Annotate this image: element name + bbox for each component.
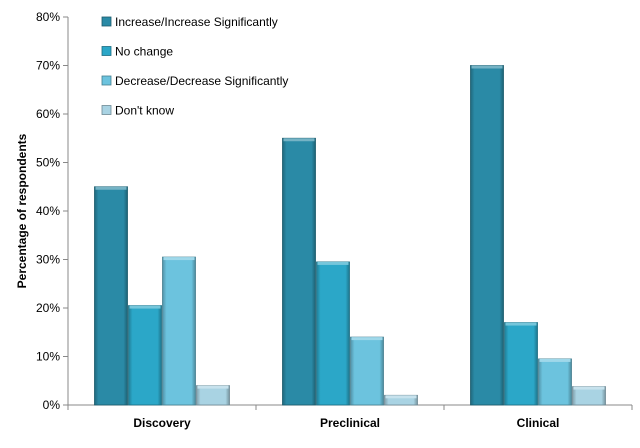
bar-highlight (471, 65, 503, 69)
x-ticks: Discovery Preclinical Clinical (67, 405, 633, 430)
y-tick-label: 30% (36, 253, 60, 267)
bar-highlight (539, 358, 571, 362)
y-tick-label: 20% (36, 301, 60, 315)
bar (282, 137, 316, 406)
bar (316, 261, 350, 406)
bar-body (470, 65, 504, 406)
bar-body (162, 256, 196, 406)
x-category-label: Clinical (517, 416, 560, 430)
legend: Increase/Increase Significantly No change… (101, 15, 288, 118)
bar (572, 386, 606, 406)
bar (504, 322, 538, 406)
bar-body (94, 186, 128, 406)
legend-label: No change (115, 45, 173, 59)
y-tick-label: 10% (36, 350, 60, 364)
bar (162, 256, 196, 406)
x-category-label: Preclinical (320, 416, 380, 430)
bar (350, 336, 384, 406)
legend-swatch (101, 16, 112, 27)
bar-highlight (351, 337, 383, 341)
bar (538, 358, 572, 406)
y-tick-label: 0% (43, 398, 61, 412)
bar-body (282, 137, 316, 406)
bar-body (128, 305, 162, 406)
bar (94, 186, 128, 406)
bar-body (316, 261, 350, 406)
y-ticks: 0% 10% 20% 30% 40% 50% 60% 70% 80% (36, 10, 68, 412)
bar-body (538, 358, 572, 406)
legend-swatch (101, 46, 112, 56)
y-axis-title: Percentage of respondents (15, 133, 29, 288)
bar-highlight (129, 305, 161, 309)
bar-highlight (385, 395, 417, 399)
legend-label: Don't know (115, 104, 174, 118)
bar (128, 305, 162, 406)
bar-highlight (163, 257, 195, 261)
bars (94, 65, 606, 406)
legend-item: Increase/Increase Significantly (101, 15, 278, 29)
y-tick-label: 40% (36, 204, 60, 218)
legend-label: Increase/Increase Significantly (115, 15, 278, 29)
bar-highlight (317, 261, 349, 265)
legend-item: No change (101, 45, 173, 59)
legend-swatch (101, 105, 112, 115)
bar-highlight (197, 385, 229, 389)
bar (470, 65, 504, 406)
x-category-label: Discovery (133, 416, 191, 430)
legend-label: Decrease/Decrease Significantly (115, 74, 288, 88)
y-tick-label: 70% (36, 59, 60, 73)
legend-item: Decrease/Decrease Significantly (101, 74, 288, 88)
bar-highlight (283, 138, 315, 142)
y-tick-label: 60% (36, 107, 60, 121)
y-tick-label: 50% (36, 156, 60, 170)
bar (384, 394, 418, 406)
bar (196, 385, 230, 406)
bar-body (504, 322, 538, 406)
bar-highlight (95, 186, 127, 190)
bar-body (350, 336, 384, 406)
bar-highlight (505, 322, 537, 326)
legend-swatch (101, 75, 112, 86)
y-tick-label: 80% (36, 10, 60, 24)
bar-highlight (573, 386, 605, 390)
legend-item: Don't know (101, 104, 174, 118)
